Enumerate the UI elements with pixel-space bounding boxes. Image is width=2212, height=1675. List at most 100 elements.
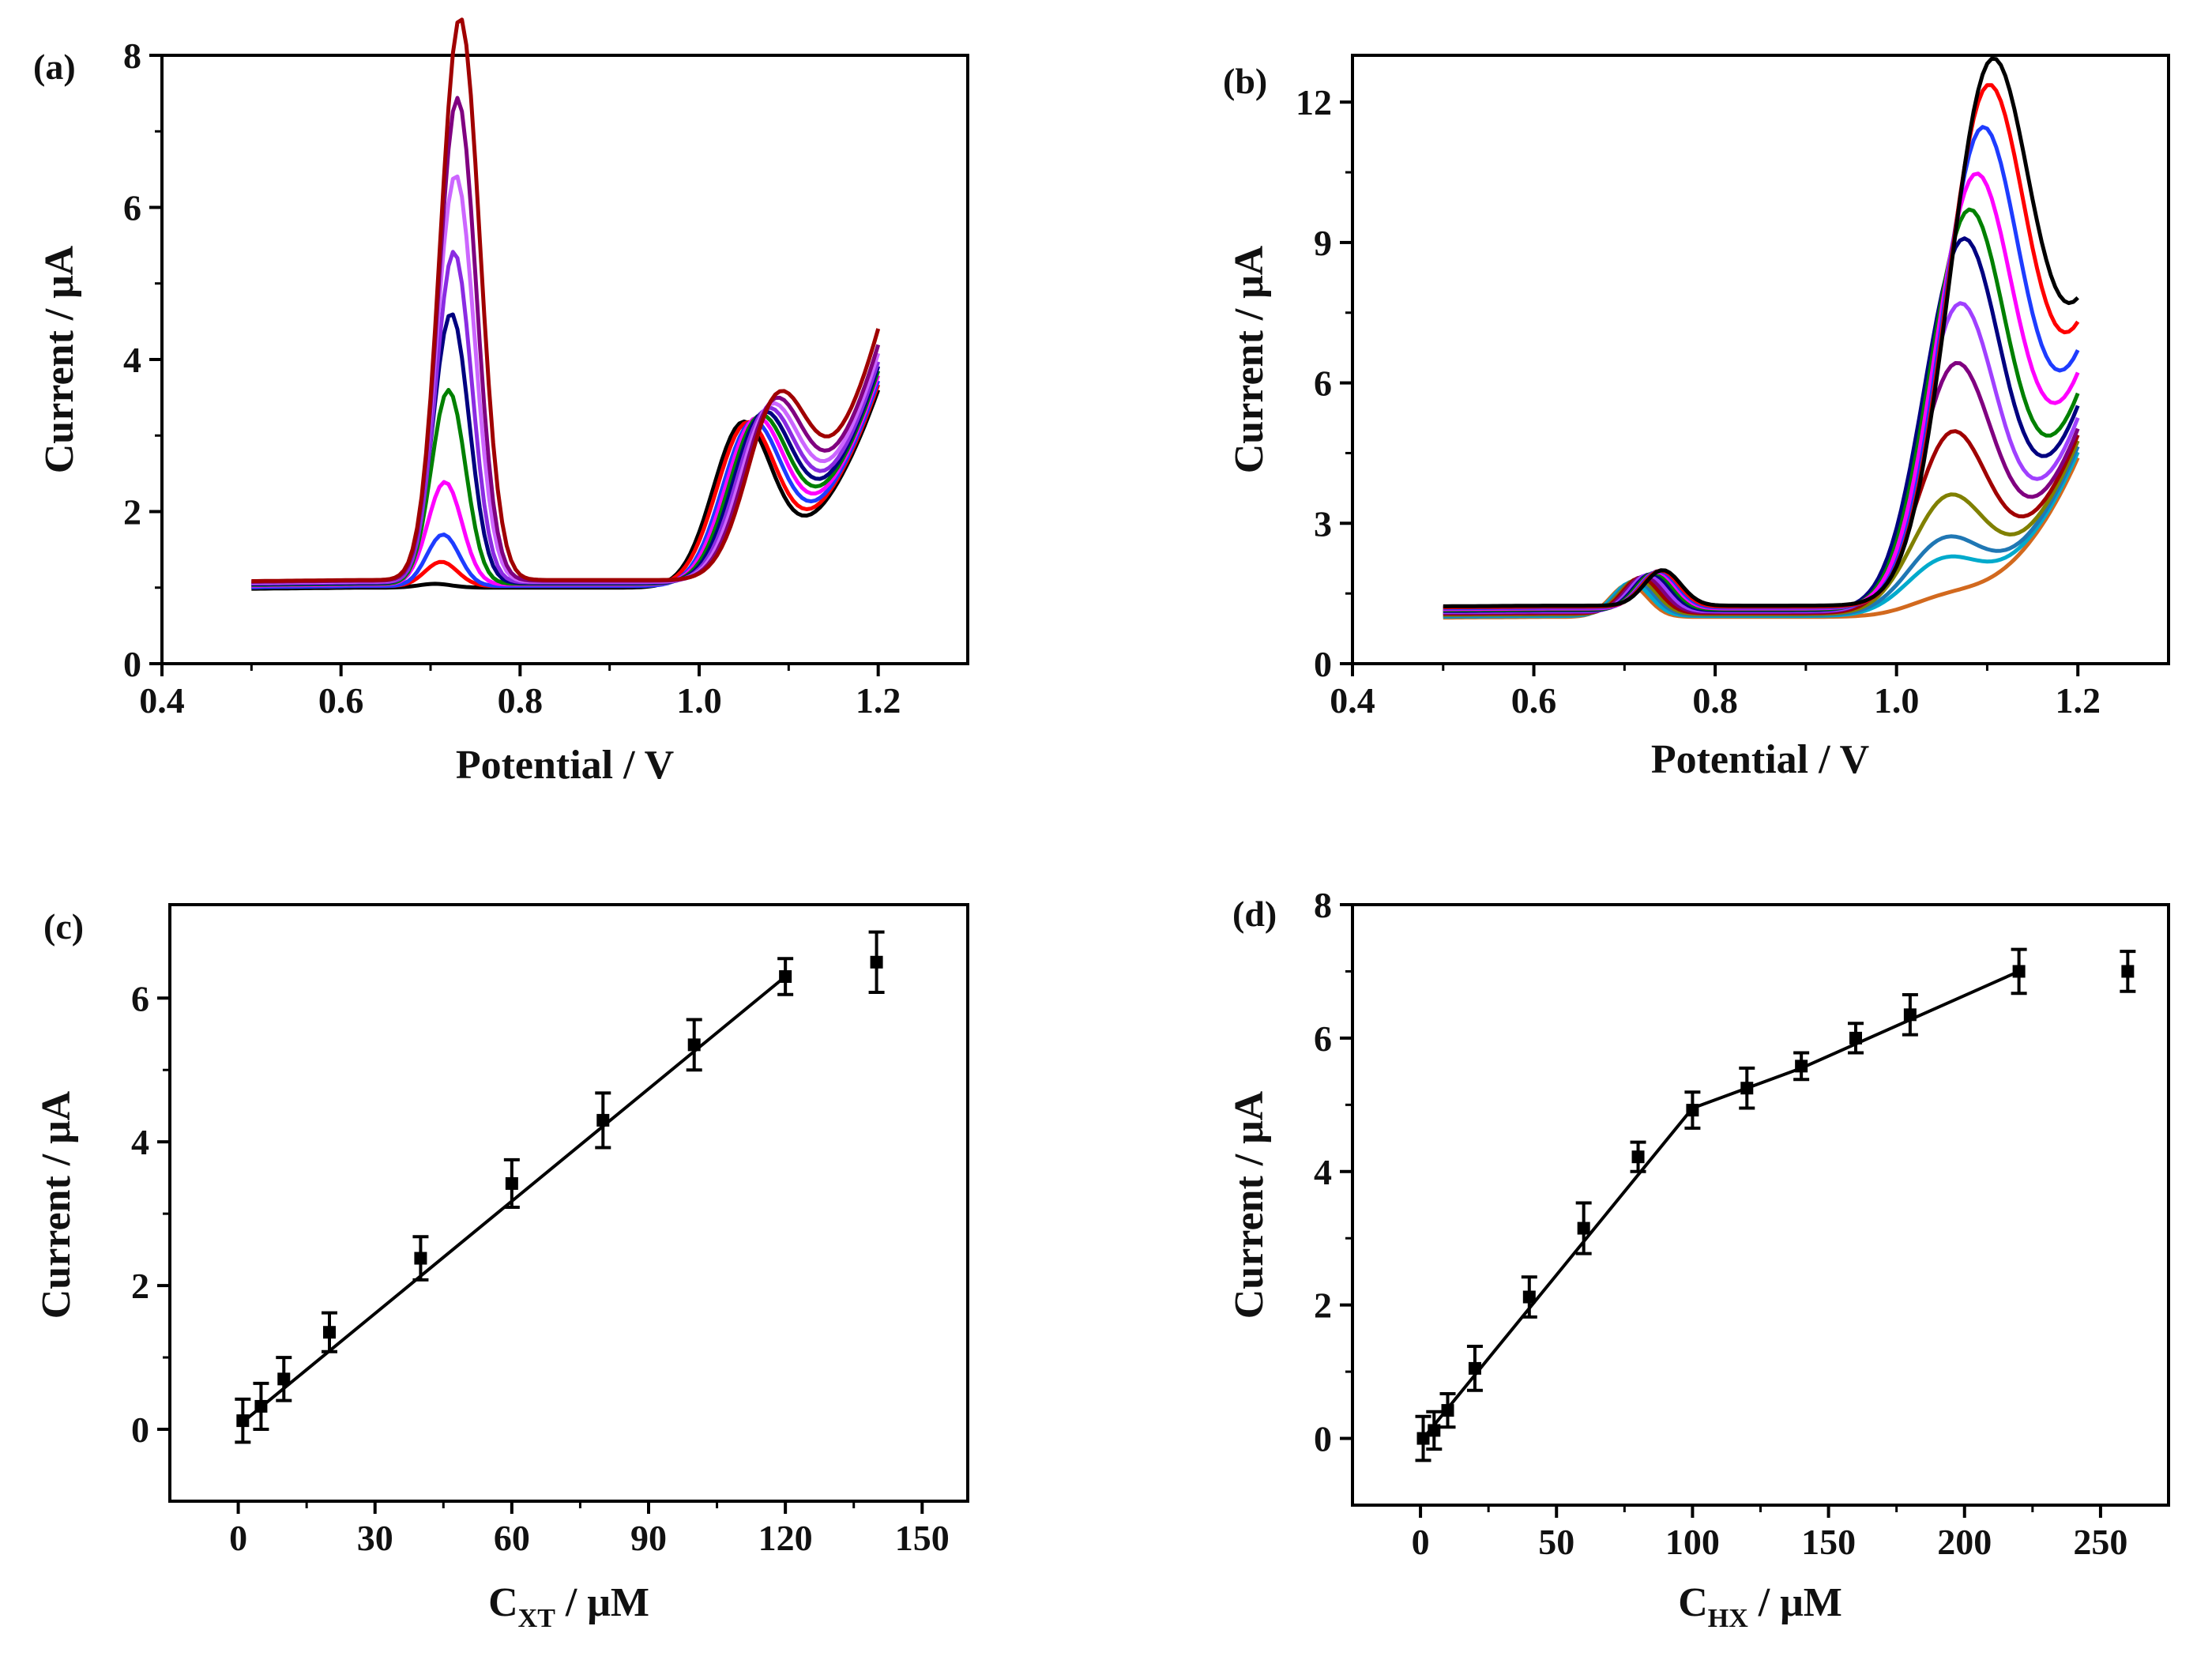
marks-c [235, 930, 885, 1444]
y-axis-label-a: Current / μA [37, 245, 82, 473]
x-tick-label-a-1: 0.6 [318, 680, 364, 721]
y-axis-label-d: Current / μA [1227, 1090, 1272, 1319]
y-tick-label-a-3: 6 [123, 188, 141, 228]
data-point-d-8 [1740, 1082, 1754, 1095]
data-point-d-6 [1631, 1150, 1645, 1164]
y-tick-label-d-4: 8 [1314, 885, 1332, 925]
data-point-c-3 [323, 1326, 336, 1339]
axis-ticks-a: 0.4 0.6 0.8 1.0 1.2 0 2 4 6 8 [123, 36, 901, 721]
x-tick-label-c-0: 0 [229, 1518, 247, 1558]
x-tick-label-b-0: 0.4 [1330, 680, 1375, 721]
y-tick-label-a-4: 8 [123, 36, 141, 76]
curves-a [251, 17, 881, 591]
x-tick-label-b-4: 1.2 [2055, 680, 2101, 721]
x-tick-label-d-1: 50 [1538, 1522, 1574, 1562]
data-point-d-2 [1441, 1404, 1454, 1417]
data-point-d-10 [1849, 1031, 1863, 1045]
x-tick-label-d-4: 200 [1937, 1522, 1992, 1562]
x-axis-label-d-main: C [1678, 1580, 1708, 1625]
x-tick-label-b-2: 0.8 [1692, 680, 1738, 721]
x-tick-label-c-1: 30 [357, 1518, 393, 1558]
y-tick-label-d-2: 4 [1314, 1152, 1332, 1192]
axis-ticks-c: 0 30 60 90 120 150 0 2 4 6 [131, 978, 950, 1558]
data-point-d-9 [1795, 1060, 1808, 1073]
x-tick-label-a-0: 0.4 [139, 680, 185, 721]
x-tick-label-c-5: 150 [895, 1518, 950, 1558]
x-tick-label-a-2: 0.8 [498, 680, 544, 721]
x-axis-label-d: CHX / μM [1678, 1580, 1842, 1633]
y-tick-label-b-1: 3 [1314, 503, 1332, 544]
x-axis-label-c: CXT / μM [488, 1580, 649, 1633]
panel-a: (a) 0.4 0.6 0.8 1.0 1.2 0 2 4 6 8 Potential / V C… [33, 17, 969, 788]
y-axis-label-c: Current / μA [34, 1090, 79, 1319]
x-axis-label-d-unit: / μM [1748, 1580, 1842, 1625]
data-point-d-12 [2012, 965, 2026, 978]
axis-ticks-b: 0.4 0.6 0.8 1.0 1.2 0 3 6 9 12 [1296, 82, 2101, 721]
x-tick-label-b-1: 0.6 [1511, 680, 1557, 721]
data-point-c-7 [687, 1038, 701, 1052]
y-tick-label-a-1: 2 [123, 492, 141, 533]
data-point-d-1 [1428, 1424, 1441, 1437]
data-point-d-13 [2121, 965, 2135, 978]
series-line-b-12 [1443, 56, 2079, 608]
x-tick-label-d-5: 250 [2073, 1522, 2127, 1562]
data-point-d-4 [1522, 1290, 1536, 1304]
panel-label-a: (a) [33, 47, 76, 87]
data-point-c-4 [414, 1252, 427, 1265]
y-tick-label-c-1: 2 [131, 1266, 149, 1306]
data-point-d-7 [1686, 1104, 1699, 1117]
data-point-c-1 [254, 1399, 268, 1413]
series-line-a-9 [251, 17, 881, 583]
y-tick-label-a-0: 0 [123, 644, 141, 684]
data-point-c-0 [236, 1414, 250, 1428]
data-point-c-8 [779, 969, 792, 983]
y-axis-label-b: Current / μA [1227, 245, 1272, 473]
x-axis-label-a: Potential / V [456, 743, 674, 788]
y-tick-label-b-4: 12 [1296, 82, 1332, 122]
y-tick-label-d-0: 0 [1314, 1419, 1332, 1459]
marks-d [1415, 947, 2136, 1462]
y-tick-label-b-3: 9 [1314, 223, 1332, 263]
panel-d: (d) 0 50 100 150 200 250 0 2 4 6 8 CHX / μM Curren… [1227, 885, 2170, 1633]
y-tick-label-c-3: 6 [131, 978, 149, 1018]
data-point-d-5 [1577, 1221, 1590, 1235]
data-point-c-6 [596, 1113, 610, 1127]
x-tick-label-c-3: 90 [630, 1518, 667, 1558]
x-tick-label-c-2: 60 [494, 1518, 530, 1558]
y-tick-label-c-2: 4 [131, 1122, 149, 1162]
x-tick-label-d-3: 150 [1801, 1522, 1856, 1562]
data-point-c-5 [505, 1176, 518, 1190]
x-axis-label-b: Potential / V [1651, 737, 1869, 782]
x-axis-label-c-sub: XT [518, 1604, 556, 1633]
data-point-d-3 [1468, 1361, 1481, 1375]
x-tick-label-a-4: 1.2 [856, 680, 901, 721]
y-tick-label-d-1: 2 [1314, 1285, 1332, 1326]
y-tick-label-c-0: 0 [131, 1410, 149, 1450]
x-tick-label-d-2: 100 [1665, 1522, 1720, 1562]
panel-label-b: (b) [1223, 61, 1267, 101]
data-point-d-0 [1416, 1432, 1430, 1445]
data-point-c-9 [870, 955, 883, 969]
plot-frame-c [168, 903, 969, 1503]
x-axis-label-d-sub: HX [1708, 1604, 1748, 1633]
y-tick-label-d-3: 6 [1314, 1018, 1332, 1059]
y-tick-label-b-2: 6 [1314, 363, 1332, 404]
y-tick-label-b-0: 0 [1314, 644, 1332, 684]
y-tick-label-a-2: 4 [123, 340, 141, 380]
panel-c: (c) 0 30 60 90 120 150 0 2 4 6 CXT / μM Current /… [34, 903, 969, 1633]
x-tick-label-d-0: 0 [1412, 1522, 1430, 1562]
x-axis-label-c-unit: / μM [555, 1580, 649, 1625]
x-axis-label-c-main: C [488, 1580, 518, 1625]
data-point-c-2 [277, 1372, 291, 1386]
axis-ticks-d: 0 50 100 150 200 250 0 2 4 6 8 [1314, 885, 2127, 1562]
plot-frame-b [1351, 54, 2170, 665]
data-point-d-11 [1903, 1008, 1917, 1022]
x-tick-label-a-3: 1.0 [676, 680, 722, 721]
x-tick-label-c-4: 120 [758, 1518, 813, 1558]
x-tick-label-b-3: 1.0 [1874, 680, 1920, 721]
panel-label-c: (c) [43, 906, 84, 947]
panel-label-d: (d) [1232, 894, 1277, 934]
curves-b [1443, 56, 2080, 620]
